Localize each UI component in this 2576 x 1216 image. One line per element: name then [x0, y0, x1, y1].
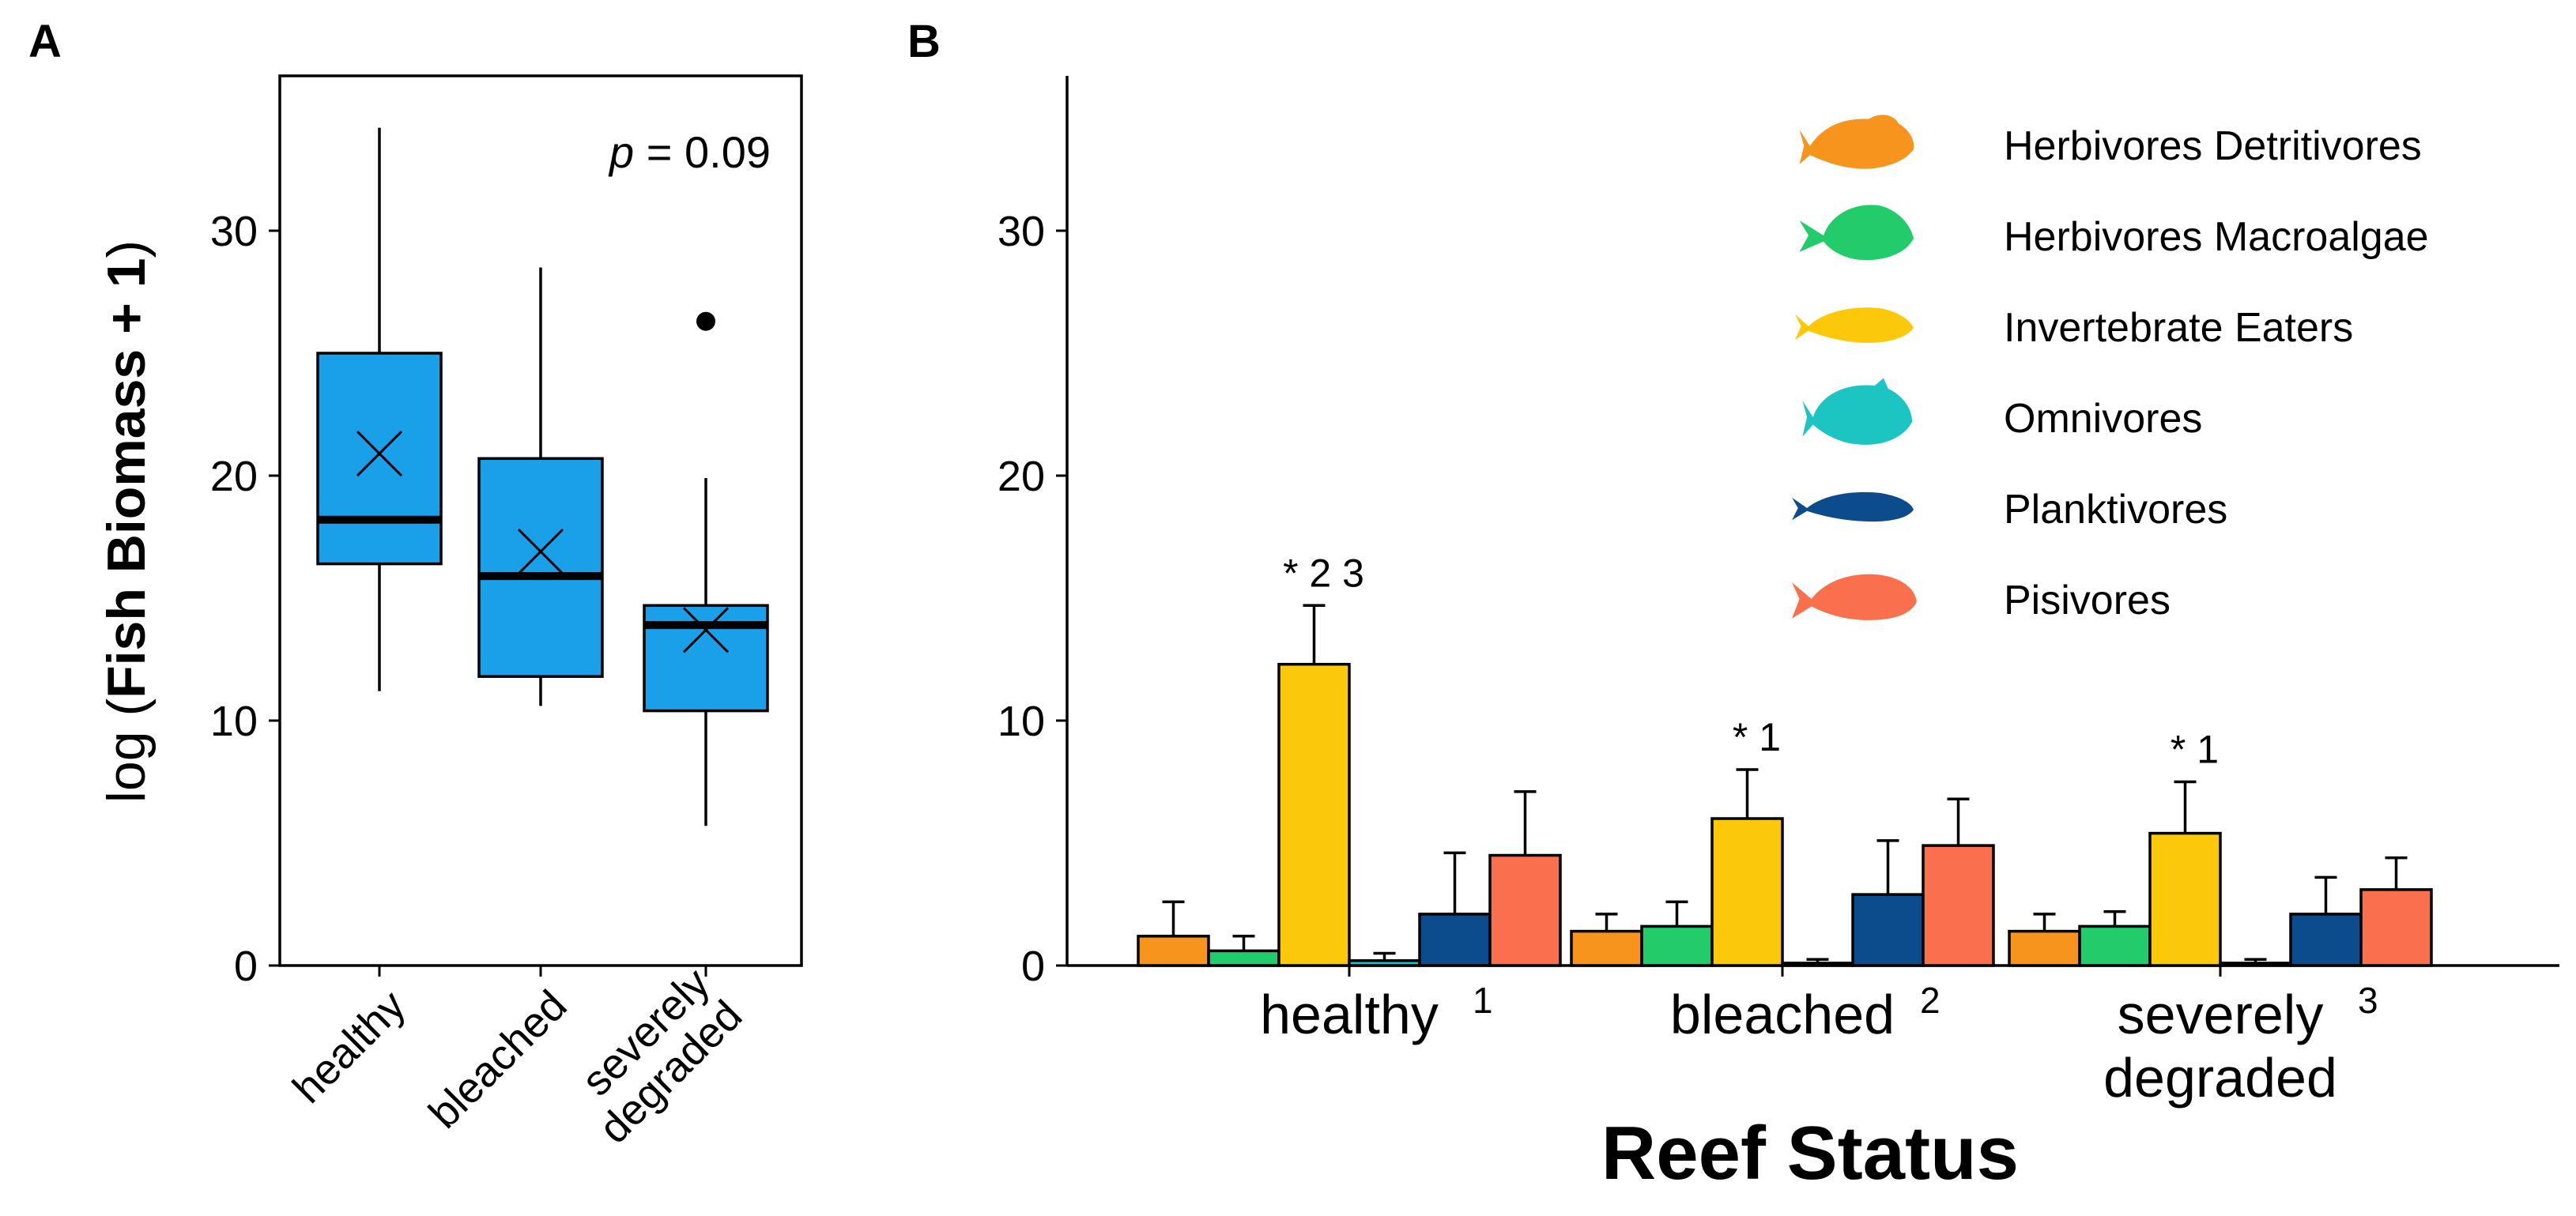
bar-chart-category-label-line: severely	[2118, 984, 2324, 1045]
bar	[1922, 844, 1995, 967]
p-value-symbol: p	[608, 127, 634, 177]
fish-pisivore-icon	[1792, 574, 1917, 620]
boxplot-y-tick-label: 30	[210, 208, 258, 255]
bar	[1781, 962, 1854, 967]
boxplot-y-tick-label: 10	[210, 698, 258, 745]
bar	[2148, 831, 2222, 967]
bar-chart-category-superscript: 2	[1920, 980, 1940, 1021]
legend: Herbivores Detritivores Herbivores Macroa…	[1792, 115, 2429, 623]
box-iqr	[316, 352, 443, 566]
y-axis-label-bold: Fish Biomass + 1	[96, 258, 157, 698]
box-mean-marker	[517, 529, 564, 575]
bar-chart-category-label: healthy	[1260, 984, 1439, 1045]
bar-chart-category-label: bleached	[1670, 984, 1895, 1045]
significance-annotation: * 1	[2171, 728, 2219, 772]
significance-annotation: * 1	[1733, 715, 1781, 759]
bar	[1488, 853, 1562, 967]
box-mean-marker	[682, 607, 730, 653]
boxplot-category-label: healthy	[284, 981, 415, 1112]
box-iqr	[477, 457, 604, 678]
bar-chart-bars: * 2 3 * 1 * 1	[1137, 551, 2433, 967]
bar-chart-category-label-line: degraded	[2103, 1047, 2337, 1109]
bar-chart-category-label-line: bleached	[1670, 984, 1895, 1045]
bar-chart-panel: 0 10 20 30 * 2 3 * 1 * 1 healthy 1 bleached 2 sev…	[998, 76, 2559, 1195]
panel-a-label: A	[28, 16, 62, 67]
legend-label: Omnivores	[2004, 396, 2202, 442]
bar	[2078, 924, 2152, 967]
bar-chart-y-tick-label: 0	[1021, 943, 1045, 990]
bar	[2219, 962, 2292, 967]
bar	[1418, 913, 1492, 967]
fish-macroalgae-icon	[1799, 205, 1914, 261]
bar	[2008, 929, 2081, 967]
boxplot-y-tick-label: 0	[234, 943, 258, 990]
bar-chart-y-axis: 0 10 20 30	[998, 208, 1067, 990]
bar	[1640, 924, 1714, 967]
fish-omnivore-icon	[1802, 378, 1913, 445]
p-value-annotation: p = 0.09	[608, 127, 771, 177]
boxplot-y-axis: 0 10 20 30	[210, 208, 280, 990]
bar	[1207, 949, 1280, 967]
bar-chart-y-tick-label: 30	[998, 208, 1045, 255]
box-outlier-point	[696, 311, 715, 331]
bar-chart-category-label: severely degraded	[2103, 984, 2337, 1109]
bar-chart-category-superscript: 1	[1473, 980, 1493, 1021]
x-axis-title: Reef Status	[1601, 1111, 2019, 1195]
p-value-text: = 0.09	[634, 127, 771, 177]
legend-label: Pisivores	[2004, 578, 2171, 623]
bar	[1277, 662, 1351, 967]
boxplot-category-label: bleached	[420, 981, 575, 1137]
box-mean-marker	[356, 431, 403, 477]
boxplot-y-tick-label: 20	[210, 453, 258, 500]
legend-label: Herbivores Detritivores	[2004, 123, 2422, 169]
boxplot-category-label-line: healthy	[284, 981, 415, 1112]
significance-annotation: * 2 3	[1283, 551, 1364, 595]
bar	[1570, 929, 1643, 967]
y-axis-label-prefix: log (	[96, 698, 157, 804]
bar-chart-category-superscript: 3	[2358, 980, 2378, 1021]
bar	[1348, 959, 1421, 967]
bar	[2289, 913, 2363, 967]
boxplot-category-label: severelydegraded	[558, 959, 752, 1153]
legend-label: Planktivores	[2004, 487, 2227, 533]
y-axis-label: log (Fish Biomass + 1)	[96, 240, 157, 803]
bar-chart-category-label-line: healthy	[1260, 984, 1439, 1045]
boxplot-boxes	[316, 127, 769, 826]
fish-planktivore-icon	[1792, 491, 1914, 522]
bar-chart-y-tick-label: 10	[998, 698, 1045, 745]
bar-chart-y-tick-label: 20	[998, 453, 1045, 500]
fish-invertebrate-icon	[1794, 307, 1914, 343]
legend-label: Herbivores Macroalgae	[2004, 214, 2429, 260]
bar	[2359, 888, 2433, 967]
bar-chart-x-axis: healthy 1 bleached 2 severely degraded 3	[1260, 966, 2378, 1109]
bar	[1137, 935, 1210, 967]
fish-detritivore-icon	[1799, 115, 1914, 169]
boxplot-category-label-line: bleached	[420, 981, 575, 1137]
bar	[1851, 893, 1925, 967]
panel-b-label: B	[907, 16, 941, 67]
legend-label: Invertebrate Eaters	[2004, 305, 2353, 351]
y-axis-label-suffix: )	[96, 240, 157, 258]
bar	[1710, 817, 1784, 967]
